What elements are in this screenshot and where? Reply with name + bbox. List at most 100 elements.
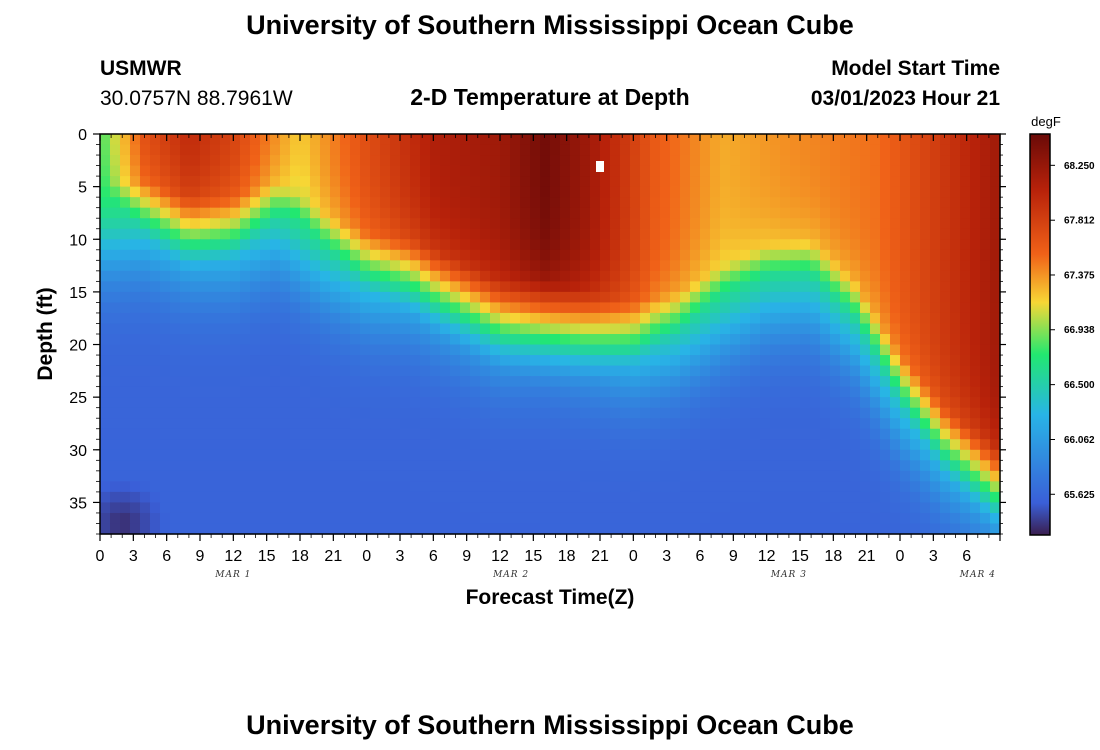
heatmap-cell: [540, 491, 551, 504]
heatmap-cell: [540, 323, 551, 335]
heatmap-cell: [390, 176, 401, 188]
heatmap-cell: [200, 186, 211, 198]
heatmap-cell: [530, 176, 541, 188]
heatmap-cell: [820, 270, 831, 282]
heatmap-cell: [800, 260, 811, 272]
heatmap-cell: [250, 481, 261, 493]
heatmap-cell: [450, 207, 461, 219]
heatmap-cell: [970, 428, 981, 440]
heatmap-cell: [800, 344, 811, 356]
heatmap-cell: [890, 228, 901, 240]
heatmap-cell: [830, 155, 841, 167]
heatmap-cell: [910, 270, 921, 282]
heatmap-cell: [150, 176, 161, 188]
heatmap-cell: [700, 239, 711, 251]
heatmap-cell: [390, 344, 401, 356]
heatmap-cell: [220, 355, 231, 367]
heatmap-cell: [240, 239, 251, 251]
heatmap-cell: [300, 218, 311, 230]
heatmap-cell: [230, 249, 241, 261]
heatmap-cell: [560, 207, 571, 219]
heatmap-cell: [850, 386, 861, 398]
heatmap-cell: [510, 397, 521, 409]
heatmap-cell: [130, 376, 141, 388]
heatmap-cell: [930, 334, 941, 346]
heatmap-cell: [180, 249, 191, 261]
heatmap-cell: [510, 186, 521, 198]
heatmap-cell: [740, 249, 751, 261]
heatmap-cell: [970, 365, 981, 377]
heatmap-cell: [490, 291, 501, 304]
heatmap-cell: [740, 355, 751, 367]
heatmap-cell: [810, 418, 821, 430]
heatmap-cell: [640, 165, 651, 177]
heatmap-cell: [640, 186, 651, 198]
heatmap-cell: [890, 134, 901, 146]
heatmap-cell: [400, 134, 411, 146]
heatmap-cell: [820, 218, 831, 230]
heatmap-cell: [730, 491, 741, 504]
heatmap-cell: [400, 376, 411, 388]
heatmap-cell: [640, 218, 651, 230]
heatmap-cell: [130, 512, 141, 525]
heatmap-cell: [340, 449, 351, 461]
heatmap-cell: [460, 439, 471, 451]
heatmap-cell: [170, 334, 181, 346]
heatmap-cell: [140, 155, 151, 167]
heatmap-cell: [750, 355, 761, 367]
heatmap-cell: [300, 365, 311, 377]
heatmap-cell: [500, 270, 511, 282]
heatmap-cell: [870, 207, 881, 219]
heatmap-cell: [290, 186, 301, 198]
heatmap-cell: [310, 155, 321, 167]
heatmap-cell: [690, 260, 701, 272]
heatmap-cell: [870, 344, 881, 356]
heatmap-cell: [420, 197, 431, 209]
heatmap-cell: [490, 365, 501, 377]
heatmap-cell: [460, 344, 471, 356]
heatmap-cell: [630, 418, 641, 430]
heatmap-cell: [310, 449, 321, 461]
heatmap-cell: [580, 376, 591, 388]
heatmap-cell: [320, 418, 331, 430]
heatmap-cell: [190, 291, 201, 304]
heatmap-cell: [230, 323, 241, 335]
heatmap-cell: [760, 418, 771, 430]
heatmap-cell: [350, 228, 361, 240]
heatmap-cell: [450, 439, 461, 451]
heatmap-cell: [950, 312, 961, 325]
heatmap-cell: [550, 260, 561, 272]
heatmap-cell: [320, 344, 331, 356]
heatmap-cell: [370, 502, 381, 514]
heatmap-cell: [160, 481, 171, 493]
heatmap-cell: [370, 186, 381, 198]
heatmap-cell: [650, 197, 661, 209]
heatmap-cell: [150, 481, 161, 493]
heatmap-cell: [300, 491, 311, 504]
heatmap-cell: [870, 523, 881, 535]
heatmap-cell: [590, 312, 601, 325]
heatmap-cell: [640, 239, 651, 251]
heatmap-cell: [180, 460, 191, 472]
heatmap-cell: [340, 144, 351, 156]
heatmap-cell: [280, 449, 291, 461]
heatmap-cell: [320, 397, 331, 409]
heatmap-cell: [830, 134, 841, 146]
heatmap-cell: [610, 344, 621, 356]
heatmap-cell: [220, 207, 231, 219]
heatmap-cell: [790, 260, 801, 272]
heatmap-cell: [870, 376, 881, 388]
heatmap-cell: [440, 186, 451, 198]
heatmap-cell: [430, 281, 441, 293]
heatmap-cell: [570, 165, 581, 177]
heatmap-cell: [510, 470, 521, 482]
heatmap-cell: [840, 312, 851, 325]
heatmap-cell: [180, 134, 191, 146]
heatmap-cell: [870, 407, 881, 419]
heatmap-cell: [150, 386, 161, 398]
heatmap-cell: [570, 397, 581, 409]
heatmap-cell: [640, 134, 651, 146]
heatmap-cell: [430, 186, 441, 198]
heatmap-cell: [640, 176, 651, 188]
heatmap-cell: [720, 239, 731, 251]
